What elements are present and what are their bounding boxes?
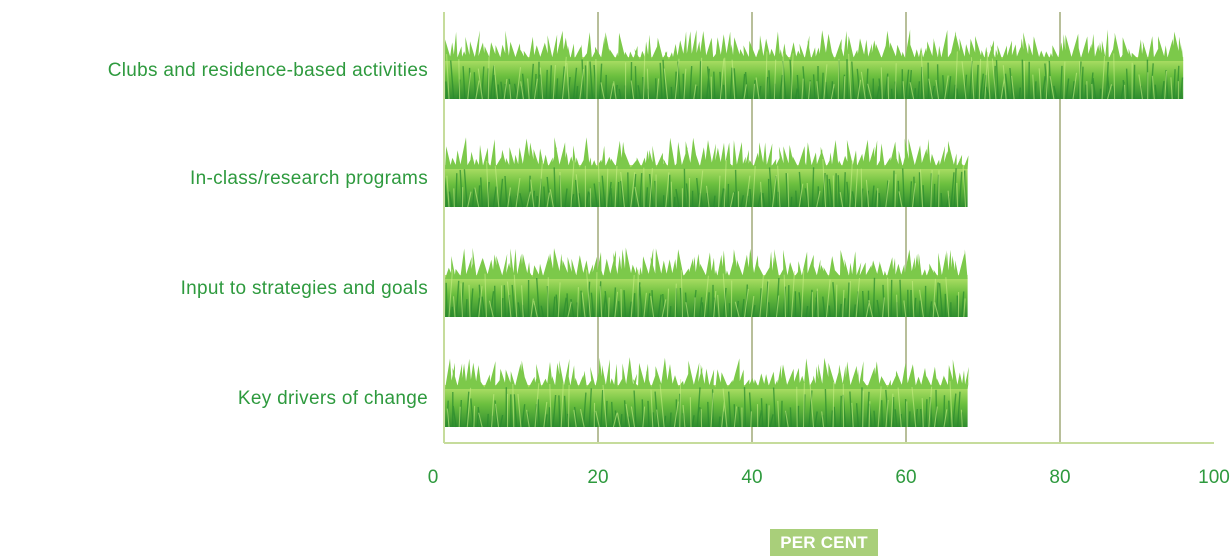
x-tick-label: 20 [587,467,608,488]
x-tick-label: 0 [428,467,439,488]
grass-highlight [446,379,963,428]
grass-highlight [446,158,967,208]
x-tick-label: 40 [741,467,762,488]
bar-4 [445,357,970,428]
category-label: Input to strategies and goals [181,278,428,299]
axes [443,12,1214,444]
grass-highlight [446,51,1179,100]
bar-2 [443,137,969,208]
category-labels: Clubs and residence-based activities In-c… [108,60,428,409]
x-axis-label: PER CENT [770,529,878,556]
x-tick-label: 60 [895,467,916,488]
grass-blades [445,29,1184,61]
tick-labels: 0 20 40 60 80 100 [428,467,1230,488]
grass-blades [445,137,969,169]
category-label: Clubs and residence-based activities [108,60,428,81]
category-label: In-class/research programs [190,168,428,189]
grass-blades [445,357,970,389]
grass-highlight [448,269,966,318]
bar-1 [445,29,1184,100]
category-label: Key drivers of change [238,388,428,409]
x-tick-label: 80 [1049,467,1070,488]
bar-3 [445,247,968,318]
grass-blades [445,247,968,279]
grass-texture [445,277,965,318]
bars [443,29,1184,428]
x-tick-label: 100 [1198,467,1230,488]
